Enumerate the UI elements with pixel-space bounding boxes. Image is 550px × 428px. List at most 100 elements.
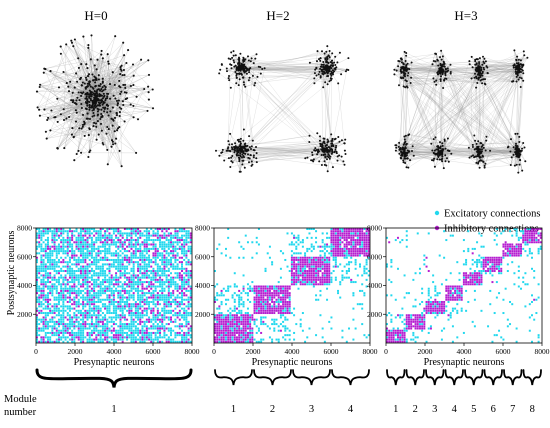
neuron-node	[233, 60, 235, 62]
excitatory-connection	[40, 268, 42, 270]
excitatory-connection	[291, 255, 293, 257]
excitatory-connection	[141, 328, 143, 330]
inhibitory-connection	[150, 325, 152, 327]
excitatory-connection	[141, 305, 143, 307]
excitatory-connection	[100, 252, 102, 254]
neuron-node	[324, 138, 326, 140]
neuron-node	[152, 88, 154, 90]
excitatory-connection	[144, 261, 146, 263]
excitatory-connection	[113, 252, 115, 254]
inhibitory-connection	[130, 232, 132, 234]
excitatory-connection	[51, 325, 53, 327]
excitatory-connection	[109, 259, 111, 261]
excitatory-connection	[69, 305, 71, 307]
excitatory-connection	[335, 259, 337, 261]
excitatory-connection	[177, 314, 179, 316]
inhibitory-connection	[293, 257, 295, 259]
inhibitory-connection	[293, 259, 295, 261]
excitatory-connection	[166, 286, 168, 288]
excitatory-connection	[124, 336, 126, 338]
excitatory-connection	[128, 246, 130, 248]
excitatory-connection	[170, 312, 172, 314]
excitatory-connection	[93, 281, 95, 283]
excitatory-connection	[82, 248, 84, 250]
neuron-node	[444, 140, 446, 142]
neuron-node	[66, 82, 68, 84]
excitatory-connection	[174, 248, 176, 250]
inhibitory-connection	[45, 325, 47, 327]
excitatory-connection	[133, 246, 135, 248]
neuron-node	[247, 157, 249, 159]
excitatory-connection	[137, 237, 139, 239]
excitatory-connection	[65, 297, 67, 299]
excitatory-connection	[170, 334, 172, 336]
excitatory-connection	[363, 268, 365, 270]
inhibitory-connection	[111, 241, 113, 243]
inhibitory-connection	[109, 270, 111, 272]
excitatory-connection	[104, 323, 106, 325]
inhibitory-connection	[188, 328, 190, 330]
excitatory-connection	[40, 237, 42, 239]
excitatory-connection	[183, 316, 185, 318]
neuron-node	[316, 153, 318, 155]
excitatory-connection	[106, 321, 108, 323]
neuron-node	[518, 141, 520, 143]
excitatory-connection	[78, 257, 80, 259]
inhibitory-connection	[363, 250, 365, 252]
excitatory-connection	[87, 339, 89, 341]
excitatory-connection	[148, 281, 150, 283]
excitatory-connection	[168, 305, 170, 307]
inhibitory-connection	[95, 232, 97, 234]
inhibitory-connection	[43, 336, 45, 338]
excitatory-connection	[111, 290, 113, 292]
excitatory-connection	[137, 239, 139, 241]
inhibitory-connection	[311, 268, 313, 270]
inhibitory-connection	[89, 281, 91, 283]
inhibitory-connection	[361, 248, 363, 250]
excitatory-connection	[161, 259, 163, 261]
inhibitory-connection	[357, 235, 359, 237]
inhibitory-connection	[295, 259, 297, 261]
inhibitory-connection	[104, 319, 106, 321]
neuron-node	[404, 157, 406, 159]
neuron-node	[477, 67, 479, 69]
neuron-node	[407, 87, 409, 89]
neuron-node	[322, 61, 324, 63]
excitatory-connection	[51, 328, 53, 330]
neuron-node	[517, 133, 519, 135]
excitatory-connection	[144, 241, 146, 243]
excitatory-connection	[93, 314, 95, 316]
excitatory-connection	[130, 257, 132, 259]
excitatory-connection	[51, 341, 53, 343]
excitatory-connection	[78, 274, 80, 276]
neuron-node	[113, 120, 115, 122]
neuron-node	[45, 131, 47, 133]
neuron-node	[443, 63, 445, 65]
neuron-node	[237, 66, 239, 68]
neuron-node	[239, 141, 241, 143]
inhibitory-connection	[183, 288, 185, 290]
excitatory-connection	[188, 248, 190, 250]
excitatory-connection	[144, 281, 146, 283]
inhibitory-connection	[185, 270, 187, 272]
excitatory-connection	[190, 303, 192, 305]
excitatory-connection	[141, 261, 143, 263]
excitatory-connection	[150, 272, 152, 274]
inhibitory-connection	[62, 297, 64, 299]
inhibitory-connection	[330, 235, 332, 237]
neuron-node	[95, 126, 97, 128]
inhibitory-connection	[148, 321, 150, 323]
inhibitory-connection	[157, 310, 159, 312]
neuron-node	[318, 73, 320, 75]
excitatory-connection	[54, 316, 56, 318]
excitatory-connection	[297, 268, 299, 270]
excitatory-connection	[359, 255, 361, 257]
inhibitory-connection	[155, 272, 157, 274]
excitatory-connection	[102, 279, 104, 281]
inhibitory-connection	[333, 250, 335, 252]
neuron-node	[483, 161, 485, 163]
excitatory-connection	[98, 237, 100, 239]
excitatory-connection	[185, 272, 187, 274]
excitatory-connection	[95, 279, 97, 281]
inhibitory-connection	[128, 277, 130, 279]
